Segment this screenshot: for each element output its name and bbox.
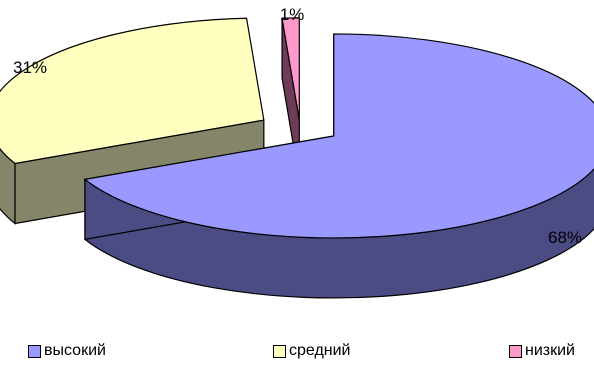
slice-medium-top — [0, 17, 265, 165]
legend-swatch-medium — [273, 344, 286, 358]
legend-swatch-low — [509, 344, 522, 358]
data-label-low: 1% — [280, 5, 305, 24]
legend-item-medium: средний — [273, 342, 351, 360]
legend-item-low: низкий — [509, 342, 575, 360]
label-layer: 68% 31% 1% — [13, 5, 582, 247]
legend-label-high: высокий — [44, 342, 106, 359]
legend: высокий средний низкий — [0, 342, 594, 362]
legend-swatch-high — [28, 344, 41, 358]
legend-label-low: низкий — [525, 342, 575, 359]
legend-item-high: высокий — [28, 342, 106, 360]
slice-low-top — [281, 17, 300, 120]
slice-high — [83, 33, 594, 299]
data-label-medium: 31% — [13, 58, 47, 77]
pie-chart: 68% 31% 1% — [0, 5, 594, 299]
data-label-high: 68% — [548, 228, 582, 247]
legend-label-medium: средний — [289, 342, 351, 359]
slice-high-top — [83, 33, 594, 239]
slice-layer — [0, 17, 594, 299]
slice-low — [281, 17, 300, 180]
